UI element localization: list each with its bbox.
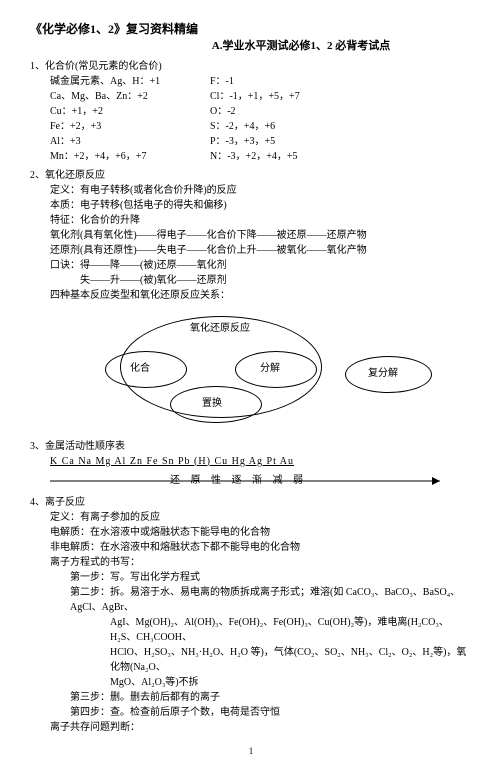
step-2-cont: AgI、Mg(OH)₂、Al(OH)₃、Fe(OH)₂、Fe(OH)₃、Cu(O… — [110, 615, 472, 645]
valence-right: N：-3，+2，+4，+5 — [210, 149, 297, 164]
valence-left: 碱金属元素、Ag、H：+1 — [50, 74, 210, 89]
text-line: 定义：有离子参加的反应 — [50, 510, 472, 525]
section-2-head: 2、氧化还原反应 — [30, 168, 472, 183]
text-line: 电解质：在水溶液中或熔融状态下能导电的化合物 — [50, 525, 472, 540]
text-line: 氧化剂(具有氧化性)——得电子——化合价下降——被还原——还原产物 — [50, 228, 472, 243]
valence-left: Al：+3 — [50, 134, 210, 149]
activity-series: K Ca Na Mg Al Zn Fe Sn Pb (H) Cu Hg Ag P… — [50, 454, 472, 469]
text-line: 失——升——(被)氧化——还原剂 — [50, 273, 472, 288]
valence-right: O：-2 — [210, 104, 236, 119]
text-line: 还原剂(具有还原性)——失电子——化合价上升——被氧化——氧化产物 — [50, 243, 472, 258]
outer-label: 氧化还原反应 — [190, 321, 250, 336]
activity-arrow: 还 原 性 逐 渐 减 弱 — [50, 471, 472, 491]
section-4-head: 4、离子反应 — [30, 495, 472, 510]
text-line: 口诀：得——降——(被)还原——氧化剂 — [50, 258, 472, 273]
text-line: 定义：有电子转移(或者化合价升降)的反应 — [50, 183, 472, 198]
step-3: 第三步：删。删去前后都有的离子 — [70, 690, 472, 705]
valence-left: Cu：+1，+2 — [50, 104, 210, 119]
step-2-cont: HClO、H₂SO₃、NH₃·H₂O、H₂O 等)，气体(CO₂、SO₂、NH₃… — [110, 645, 472, 675]
text-line: 非电解质：在水溶液中和熔融状态下都不能导电的化合物 — [50, 540, 472, 555]
step-2: 第二步：拆。易溶于水、易电离的物质拆成离子形式；难溶(如 CaCO₃、BaCO₃… — [70, 585, 472, 615]
arrow-text: 还 原 性 逐 渐 减 弱 — [170, 473, 307, 488]
text-line: 离子共存问题判断： — [50, 720, 472, 735]
document-title: 《化学必修1、2》复习资料精编 — [30, 20, 472, 38]
valence-left: Fe：+2，+3 — [50, 119, 210, 134]
step-2-cont: MgO、Al₂O₃等)不拆 — [110, 675, 472, 690]
valence-left: Ca、Mg、Ba、Zn：+2 — [50, 89, 210, 104]
text-line: 本质：电子转移(包括电子的得失和偏移) — [50, 198, 472, 213]
document-subtitle: A.学业水平测试必修1、2 必背考试点 — [130, 38, 472, 55]
valence-right: F：-1 — [210, 74, 234, 89]
valence-right: S：-2，+4，+6 — [210, 119, 275, 134]
text-line: 特征：化合价的升降 — [50, 213, 472, 228]
left-label: 化合 — [130, 361, 150, 376]
section-3-head: 3、金属活动性顺序表 — [30, 439, 472, 454]
valence-row: 碱金属元素、Ag、H：+1 F：-1 — [50, 74, 472, 89]
valence-row: Ca、Mg、Ba、Zn：+2 Cl：-1，+1，+5，+7 — [50, 89, 472, 104]
page-number: 1 — [30, 745, 472, 759]
right-label: 分解 — [260, 361, 280, 376]
reaction-diagram: 氧化还原反应 化合 分解 置换 复分解 — [90, 311, 430, 431]
far-label: 复分解 — [368, 366, 398, 381]
valence-row: Mn：+2，+4，+6，+7 N：-3，+2，+4，+5 — [50, 149, 472, 164]
valence-right: P：-3，+3，+5 — [210, 134, 275, 149]
activity-list: K Ca Na Mg Al Zn Fe Sn Pb (H) Cu Hg Ag P… — [50, 456, 294, 467]
text-line: 离子方程式的书写： — [50, 555, 472, 570]
valence-right: Cl：-1，+1，+5，+7 — [210, 89, 300, 104]
step-1: 第一步：写。写出化学方程式 — [70, 570, 472, 585]
valence-row: Cu：+1，+2 O：-2 — [50, 104, 472, 119]
valence-row: Fe：+2，+3 S：-2，+4，+6 — [50, 119, 472, 134]
section-1-head: 1、化合价(常见元素的化合价) — [30, 59, 472, 74]
text-line: 四种基本反应类型和氧化还原反应关系： — [50, 288, 472, 303]
valence-left: Mn：+2，+4，+6，+7 — [50, 149, 210, 164]
bottom-label: 置换 — [202, 396, 222, 411]
step-4: 第四步：查。检查前后原子个数，电荷是否守恒 — [70, 705, 472, 720]
valence-row: Al：+3 P：-3，+3，+5 — [50, 134, 472, 149]
